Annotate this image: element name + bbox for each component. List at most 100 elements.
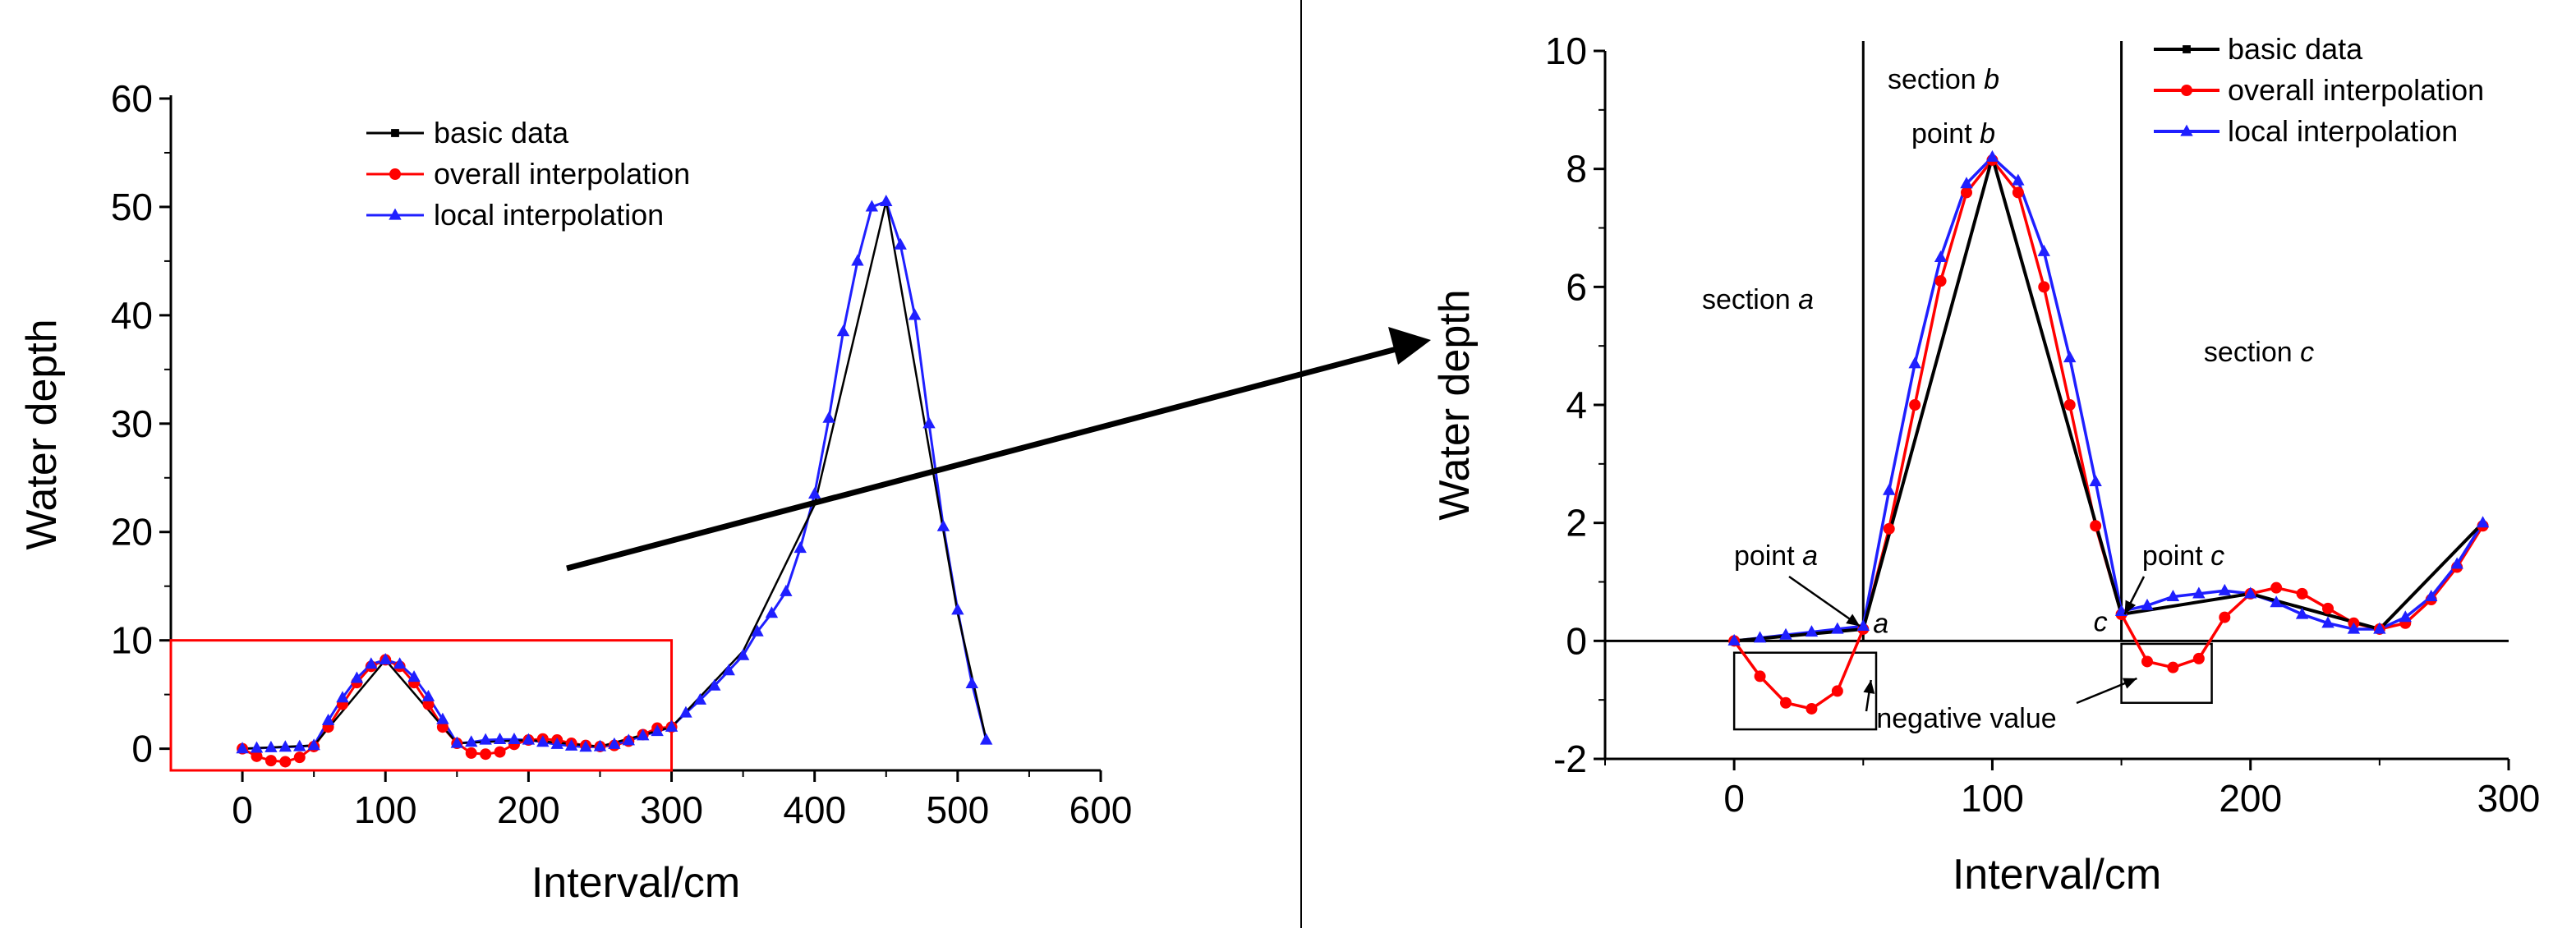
local-interpolation-point <box>2450 557 2463 569</box>
overall-interpolation-point <box>422 698 435 710</box>
point-c-label-letter: c <box>2210 540 2224 572</box>
local-interpolation-point <box>622 733 635 746</box>
local-interpolation-point <box>550 737 564 749</box>
overall-interpolation-point <box>2141 655 2153 668</box>
overall-interpolation-point <box>251 750 263 762</box>
local-interpolation-point <box>236 742 249 754</box>
local-interpolation-point <box>679 705 692 718</box>
point-a-label: point a <box>1734 540 1818 572</box>
y-tick-label: 0 <box>131 728 153 770</box>
local-interpolation-point <box>1908 356 1921 369</box>
local-interpolation-point <box>780 584 793 596</box>
local-interpolation-point <box>865 200 879 212</box>
local-interpolation-point <box>1960 177 1973 189</box>
local-interpolation-point <box>765 606 779 618</box>
section-a-label-word: section <box>1702 284 1798 315</box>
section-c-label-letter: c <box>2300 337 2314 368</box>
local-interpolation-point <box>2012 173 2025 186</box>
overall-interpolation-point <box>1754 670 1766 683</box>
section-a-label-letter: a <box>1798 284 1814 315</box>
local-interpolation-point <box>393 657 407 669</box>
local-interpolation-point <box>708 678 721 691</box>
zoom-region-box <box>169 639 674 772</box>
local-interpolation-point <box>836 324 850 337</box>
overall-interpolation-point <box>2167 661 2179 673</box>
zoom-arrow <box>566 327 1431 572</box>
local-interpolation-point <box>2218 583 2231 595</box>
negative-value-box <box>2120 642 2213 705</box>
local-interpolation-point <box>2373 622 2386 634</box>
local-interpolation-point <box>2063 351 2077 363</box>
local-interpolation-point <box>321 713 335 725</box>
x-tick-label: 300 <box>640 788 703 831</box>
local-interpolation-point <box>722 664 735 676</box>
x-tick-label: 100 <box>354 788 417 831</box>
local-interpolation-point <box>936 519 950 531</box>
local-interpolation-point <box>807 487 821 499</box>
local-interpolation-point <box>508 732 521 744</box>
local-interpolation-point <box>608 737 621 749</box>
local-interpolation-point <box>579 740 592 752</box>
local-interpolation-point <box>2192 586 2206 599</box>
overall-interpolation-point <box>2012 186 2024 199</box>
local-interpolation-point <box>336 691 349 703</box>
local-interpolation-point <box>922 416 936 429</box>
point-a-arrow <box>1788 575 1861 627</box>
section-c-label-word: section <box>2204 337 2300 368</box>
point-c-label-word: point <box>2142 540 2210 572</box>
y-tick-label: -2 <box>1553 738 1587 780</box>
local-interpolation-point <box>421 689 435 701</box>
negative-value-arrow-head <box>2122 678 2137 689</box>
y-tick-label: 50 <box>111 186 153 228</box>
local-interpolation-point <box>264 740 278 752</box>
right-chart: 0 100 200 300 -2 0 2 4 6 8 10 Interval/cm Water dept… <box>1431 30 2540 899</box>
y-axis-label: Water depth <box>18 319 66 549</box>
x-tick-label: 200 <box>497 788 560 831</box>
overall-interpolation-point <box>1780 696 1792 709</box>
local-interpolation-point <box>379 653 392 665</box>
negative-value-arrow-head <box>1863 680 1875 694</box>
y-tick-label: 0 <box>1566 619 1587 662</box>
local-interpolation-point <box>465 735 478 747</box>
point-b-label-letter: b <box>1980 118 1995 149</box>
local-interpolation-point <box>389 208 402 220</box>
x-tick-label: 0 <box>1723 777 1745 820</box>
local-interpolation-point <box>751 624 764 637</box>
overall-interpolation-point <box>480 748 492 761</box>
point-c-label: point c <box>2142 540 2224 572</box>
legend-label-overall: overall interpolation <box>2228 73 2484 107</box>
x-axis-label: Interval/cm <box>1953 851 2161 899</box>
overall-interpolation-point <box>436 721 448 733</box>
overall-interpolation-point <box>2192 652 2205 664</box>
local-interpolation-point <box>693 692 707 705</box>
x-tick-label: 200 <box>2219 777 2282 820</box>
x-tick-label: 500 <box>926 788 989 831</box>
local-interpolation-point <box>293 739 306 751</box>
overall-interpolation-point <box>389 168 401 180</box>
local-interpolation-point <box>250 741 264 753</box>
local-interpolation-point <box>365 657 378 669</box>
basic-series-line <box>1733 150 2485 643</box>
point-a-label-letter: a <box>1802 540 1818 572</box>
overall-interpolation-point <box>2038 281 2050 293</box>
label-c: c <box>2094 606 2108 637</box>
overall-interpolation-point <box>465 747 477 759</box>
overall-interpolation-point <box>494 746 506 758</box>
left-chart: 0 100 200 300 400 500 600 0 10 20 30 40 50 60 Interval… <box>18 77 1132 907</box>
y-tick-label: 2 <box>1566 502 1587 545</box>
overall-interpolation-point <box>2322 602 2334 614</box>
section-c-label: section c <box>2204 337 2314 368</box>
x-axis-label: Interval/cm <box>531 859 740 907</box>
x-tick-label: 0 <box>232 788 253 831</box>
point-a-label-word: point <box>1734 540 1802 572</box>
legend-label-basic: basic data <box>434 116 569 149</box>
y-tick-label: 10 <box>111 619 153 662</box>
section-b-label-letter: b <box>1984 64 1999 95</box>
legend-label-basic: basic data <box>2228 32 2363 66</box>
overall-interpolation-point <box>264 755 277 767</box>
local-interpolation-point <box>979 733 993 745</box>
local-interpolation-point <box>1753 631 1767 643</box>
point-b-label-word: point <box>1911 118 1980 149</box>
local-interpolation-point <box>1727 633 1741 646</box>
local-interpolation-point <box>2089 474 2102 486</box>
